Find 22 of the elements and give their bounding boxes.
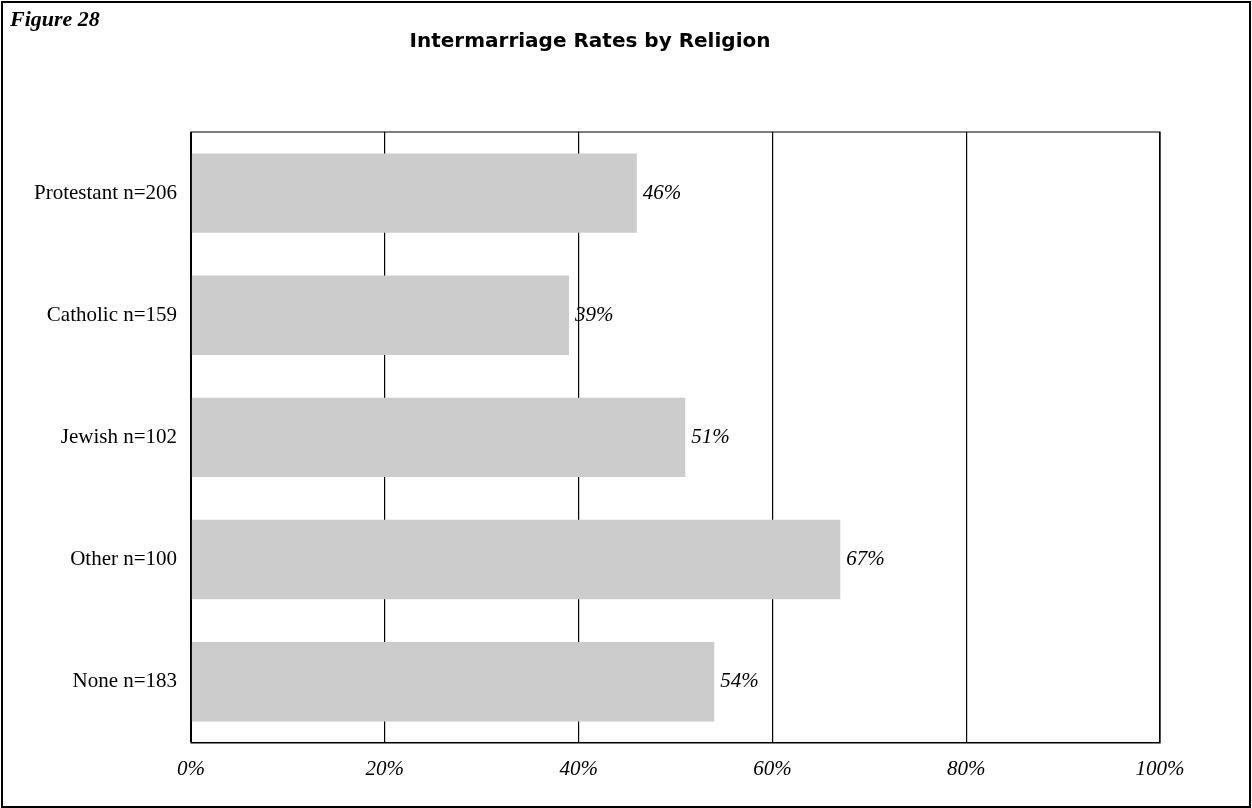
- x-tick-label: 40%: [559, 755, 598, 780]
- chart-title: Intermarriage Rates by Religion: [409, 28, 771, 53]
- caption: Figure 28: [10, 6, 100, 32]
- x-tick-label: 80%: [946, 755, 986, 780]
- data-label: 54%: [720, 668, 759, 693]
- bar: [191, 397, 686, 478]
- data-label: 51%: [691, 423, 730, 448]
- x-tick-label: 100%: [1135, 755, 1185, 780]
- y-tick-label: Other n=100: [70, 546, 178, 571]
- bar: [191, 275, 569, 355]
- x-tick-label: 60%: [753, 755, 792, 780]
- y-tick-label: None n=183: [72, 668, 178, 693]
- y-tick-label: Catholic n=159: [46, 301, 178, 326]
- data-label: 46%: [642, 179, 682, 204]
- x-tick-label: 0%: [177, 755, 206, 780]
- bar: [191, 519, 841, 600]
- x-tick-label: 20%: [365, 755, 405, 780]
- y-tick-label: Jewish n=102: [60, 423, 178, 448]
- data-label: 67%: [846, 546, 885, 571]
- bar: [191, 153, 637, 233]
- y-tick-label: Protestant n=206: [33, 179, 178, 204]
- bar: [191, 642, 715, 722]
